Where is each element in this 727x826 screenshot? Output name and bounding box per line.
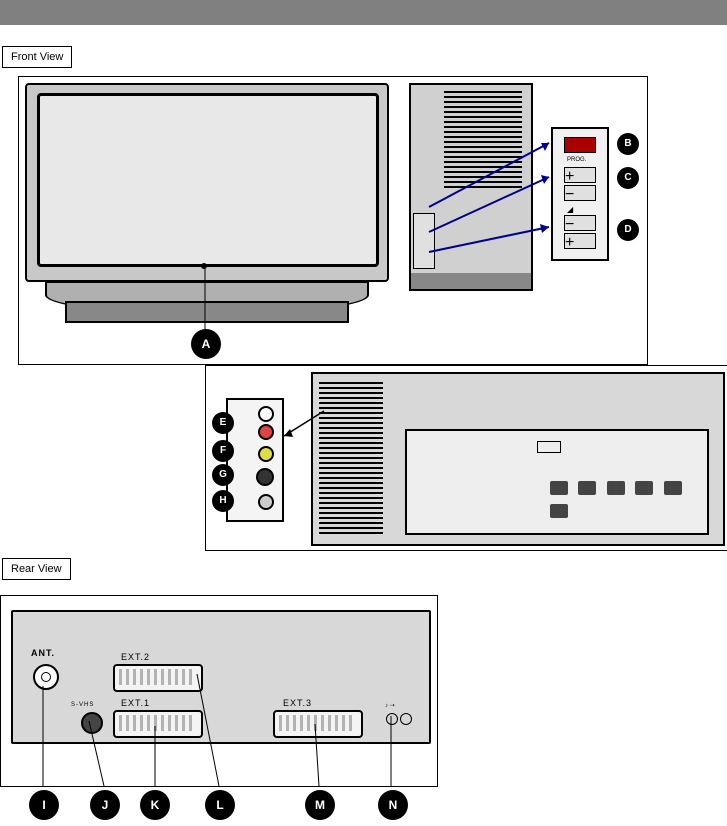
figure-side-inputs: E F G H xyxy=(205,365,727,551)
headphone-jack-icon xyxy=(258,494,274,510)
scart-ext2-icon xyxy=(113,664,203,692)
audio-out-icon xyxy=(385,712,413,730)
port-blob xyxy=(635,481,653,495)
port-blob xyxy=(607,481,625,495)
callout-k: K xyxy=(140,790,170,820)
vol-symbol: ◢ xyxy=(567,205,573,214)
figure-rear-view: ANT. S-VHS EXT.2 EXT.1 EXT.3 ♪ ⇢ xyxy=(0,595,438,787)
svideo-rear-icon xyxy=(81,712,103,734)
callout-i: I xyxy=(29,790,59,820)
small-port-icon xyxy=(537,441,561,453)
tv-side-control-area xyxy=(413,213,435,269)
device-body-2 xyxy=(311,372,725,546)
callout-n: N xyxy=(378,790,408,820)
vol-down-button-icon: − xyxy=(564,215,596,231)
jack-detail-box xyxy=(226,398,284,522)
tv-front xyxy=(25,83,385,313)
power-button-icon xyxy=(564,137,596,153)
front-view-label: Front View xyxy=(2,46,72,68)
callout-c: C xyxy=(617,167,639,189)
header-bar xyxy=(0,0,727,25)
scart-ext1-icon xyxy=(113,710,203,738)
rear-ports-cluster xyxy=(547,479,687,519)
ext3-label: EXT.3 xyxy=(283,698,312,708)
prog-down-button-icon: − xyxy=(564,185,596,201)
tv-side-vents xyxy=(444,91,522,191)
video-jack-icon xyxy=(258,446,274,462)
callout-m: M xyxy=(305,790,335,820)
port-blob xyxy=(664,481,682,495)
tv-foot xyxy=(65,301,349,323)
figure-front-view: PROG. + − − + ◢ A B C D xyxy=(18,76,648,365)
rear-panel: ANT. S-VHS EXT.2 EXT.1 EXT.3 ♪ ⇢ xyxy=(11,610,431,744)
ir-sensor-dot xyxy=(201,263,207,269)
callout-j: J xyxy=(90,790,120,820)
callout-l: L xyxy=(205,790,235,820)
rear-panel-inset xyxy=(405,429,709,535)
ext2-label: EXT.2 xyxy=(121,652,150,662)
callout-b: B xyxy=(617,133,639,155)
callout-h: H xyxy=(212,490,234,512)
port-blob xyxy=(550,504,568,518)
callout-e: E xyxy=(212,412,234,434)
callout-d: D xyxy=(617,219,639,241)
port-blob xyxy=(578,481,596,495)
device-vents-2 xyxy=(319,382,383,536)
audio-l-jack-icon xyxy=(258,406,274,422)
svideo-jack-icon xyxy=(256,468,274,486)
port-blob xyxy=(550,481,568,495)
antenna-jack-icon xyxy=(33,664,59,690)
prog-up-button-icon: + xyxy=(564,167,596,183)
scart-ext3-icon xyxy=(273,710,363,738)
side-panel-detail: PROG. + − − + ◢ xyxy=(551,127,609,261)
callout-g: G xyxy=(212,464,234,486)
audio-out-symbol: ♪ ⇢ xyxy=(385,702,395,709)
vol-up-button-icon: + xyxy=(564,233,596,249)
tv-screen xyxy=(37,93,379,267)
page: Front View PROG. + − − + ◢ xyxy=(0,0,727,826)
ext1-label: EXT.1 xyxy=(121,698,150,708)
callout-f: F xyxy=(212,440,234,462)
rear-view-label: Rear View xyxy=(2,558,71,580)
audio-r-jack-icon xyxy=(258,424,274,440)
prog-label: PROG. xyxy=(567,157,586,163)
ant-label: ANT. xyxy=(31,648,55,658)
tv-side-base xyxy=(409,273,533,291)
callout-a: A xyxy=(191,329,221,359)
tv-side xyxy=(409,83,529,273)
